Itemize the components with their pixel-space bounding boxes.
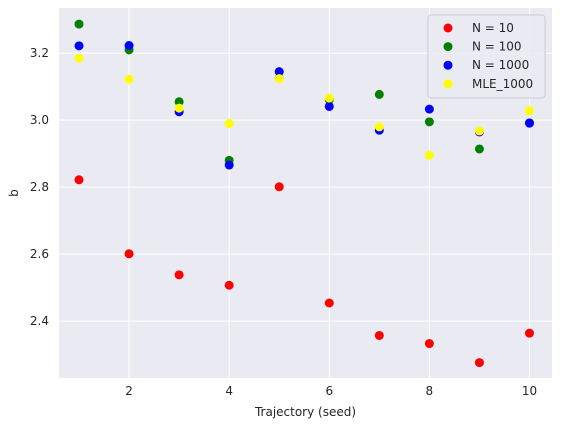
data-point bbox=[424, 117, 434, 127]
data-point bbox=[224, 119, 234, 129]
data-point bbox=[424, 104, 434, 114]
data-point bbox=[374, 122, 384, 132]
data-point bbox=[324, 101, 334, 111]
y-tick-label: 2.4 bbox=[30, 314, 49, 328]
x-tick-label: 10 bbox=[522, 384, 537, 398]
data-point bbox=[374, 89, 384, 99]
data-point bbox=[524, 118, 534, 128]
data-point bbox=[474, 144, 484, 154]
data-point bbox=[324, 93, 334, 103]
data-point bbox=[124, 74, 134, 84]
data-point bbox=[274, 182, 284, 192]
data-point bbox=[424, 150, 434, 160]
legend-marker bbox=[443, 60, 453, 70]
data-point bbox=[374, 330, 384, 340]
data-point bbox=[324, 298, 334, 308]
series-3 bbox=[74, 53, 534, 160]
x-axis-label: Trajectory (seed) bbox=[254, 405, 356, 419]
y-axis-label: b bbox=[7, 189, 21, 197]
data-point bbox=[474, 126, 484, 136]
data-point bbox=[174, 103, 184, 113]
data-point bbox=[124, 41, 134, 51]
data-point bbox=[524, 328, 534, 338]
y-tick-label: 2.6 bbox=[30, 247, 49, 261]
legend-entry-label: N = 1000 bbox=[472, 58, 529, 72]
x-tick-label: 2 bbox=[125, 384, 133, 398]
data-point bbox=[124, 249, 134, 259]
data-point bbox=[74, 41, 84, 51]
legend: N = 10 N = 100 N = 1000 MLE_1000 bbox=[427, 14, 546, 99]
data-point bbox=[524, 106, 534, 116]
data-point bbox=[274, 74, 284, 84]
y-tick-label: 3.2 bbox=[30, 46, 49, 60]
legend-marker bbox=[443, 23, 453, 33]
x-tick-label: 4 bbox=[225, 384, 233, 398]
x-tick-label: 6 bbox=[325, 384, 333, 398]
x-tick-labels: 2 4 6 8 10 bbox=[125, 384, 537, 398]
y-tick-label: 2.8 bbox=[30, 180, 49, 194]
x-tick-label: 8 bbox=[426, 384, 434, 398]
data-points bbox=[74, 19, 534, 368]
data-point bbox=[424, 339, 434, 349]
data-point bbox=[74, 175, 84, 185]
legend-box bbox=[427, 14, 546, 99]
data-point bbox=[74, 53, 84, 63]
legend-entry-label: N = 100 bbox=[472, 40, 522, 54]
data-point bbox=[224, 160, 234, 170]
legend-marker bbox=[443, 42, 453, 52]
data-point bbox=[274, 67, 284, 77]
series-0 bbox=[74, 175, 534, 368]
legend-entry-label: N = 10 bbox=[472, 21, 514, 35]
legend-entry-label: MLE_1000 bbox=[472, 77, 533, 91]
y-tick-label: 3.0 bbox=[30, 113, 49, 127]
data-point bbox=[174, 270, 184, 280]
legend-marker bbox=[443, 79, 453, 89]
y-tick-labels: 2.4 2.6 2.8 3.0 3.2 bbox=[30, 46, 49, 328]
data-point bbox=[474, 358, 484, 368]
data-point bbox=[74, 19, 84, 29]
data-point bbox=[174, 97, 184, 107]
data-point bbox=[224, 280, 234, 290]
